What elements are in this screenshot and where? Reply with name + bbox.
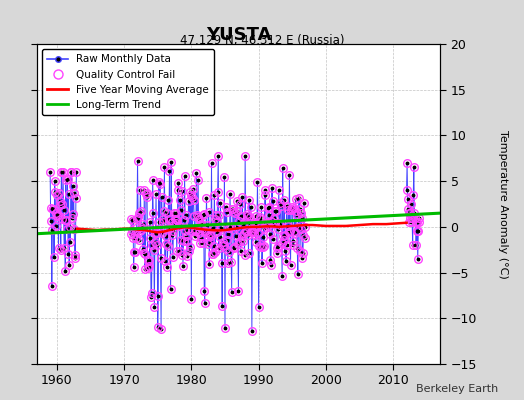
Text: Berkeley Earth: Berkeley Earth xyxy=(416,384,498,394)
Text: 47.129 N, 46.312 E (Russia): 47.129 N, 46.312 E (Russia) xyxy=(180,34,344,47)
Y-axis label: Temperature Anomaly (°C): Temperature Anomaly (°C) xyxy=(498,130,508,278)
Title: YUSTA: YUSTA xyxy=(205,26,271,44)
Legend: Raw Monthly Data, Quality Control Fail, Five Year Moving Average, Long-Term Tren: Raw Monthly Data, Quality Control Fail, … xyxy=(42,49,214,115)
